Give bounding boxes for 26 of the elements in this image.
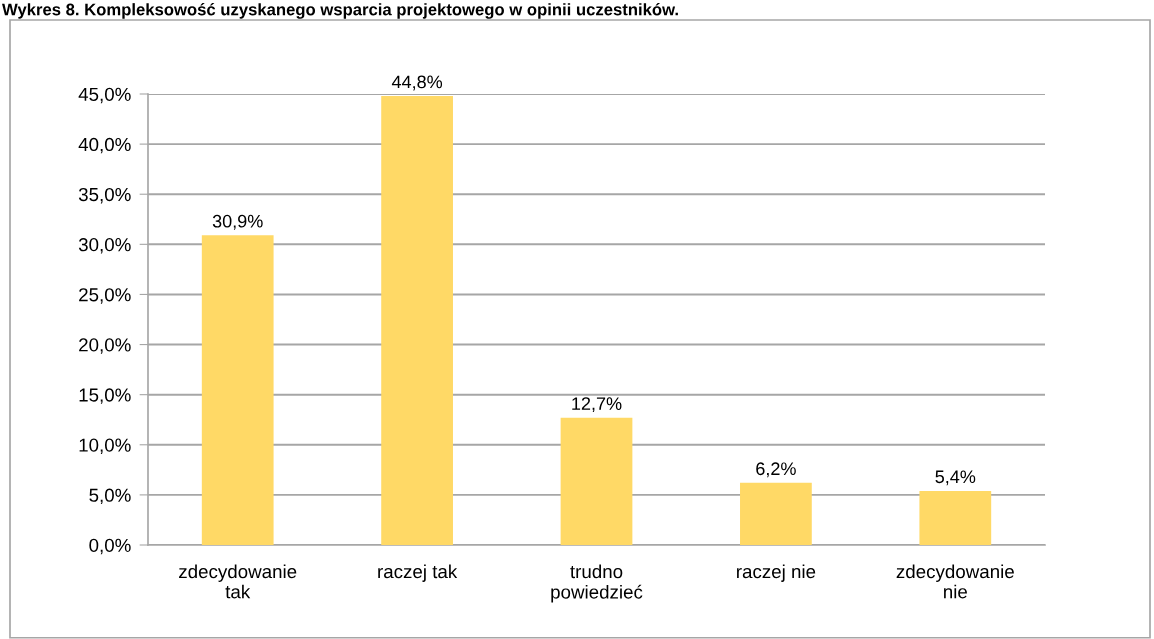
y-tick-label: 30,0% [78, 238, 131, 254]
x-tick-label: zdecydowanie nie [896, 564, 1014, 599]
x-tick-label: zdecydowanie tak [179, 564, 297, 599]
chart-title: Wykres 8. Kompleksowość uzyskanego wsparcia projektowego w opinii uczestników. [2, 3, 678, 19]
y-tick-label: 35,0% [78, 187, 131, 204]
x-tick-label: trudno powiedzieć [551, 564, 643, 603]
data-label: 44,8% [391, 75, 443, 91]
data-label: 5,4% [935, 470, 976, 486]
bar [381, 96, 453, 545]
x-tick-label: raczej nie [737, 564, 816, 582]
y-tick-label: 5,0% [89, 488, 131, 505]
data-label: 6,2% [756, 462, 796, 478]
y-tick-label: 25,0% [79, 288, 131, 304]
y-tick-label: 40,0% [78, 137, 131, 154]
bar [560, 417, 633, 545]
y-tick-label: 45,0% [78, 87, 131, 104]
y-tick-label: 20,0% [79, 338, 131, 354]
bar [919, 490, 992, 545]
data-label: 12,7% [572, 397, 622, 413]
bar [740, 482, 812, 545]
bar [201, 235, 274, 545]
y-tick-label: 15,0% [79, 388, 131, 404]
y-tick-label: 0,0% [89, 538, 131, 555]
x-tick-label: raczej tak [378, 564, 458, 582]
y-tick-label: 10,0% [79, 438, 131, 454]
data-label: 30,9% [212, 214, 263, 230]
